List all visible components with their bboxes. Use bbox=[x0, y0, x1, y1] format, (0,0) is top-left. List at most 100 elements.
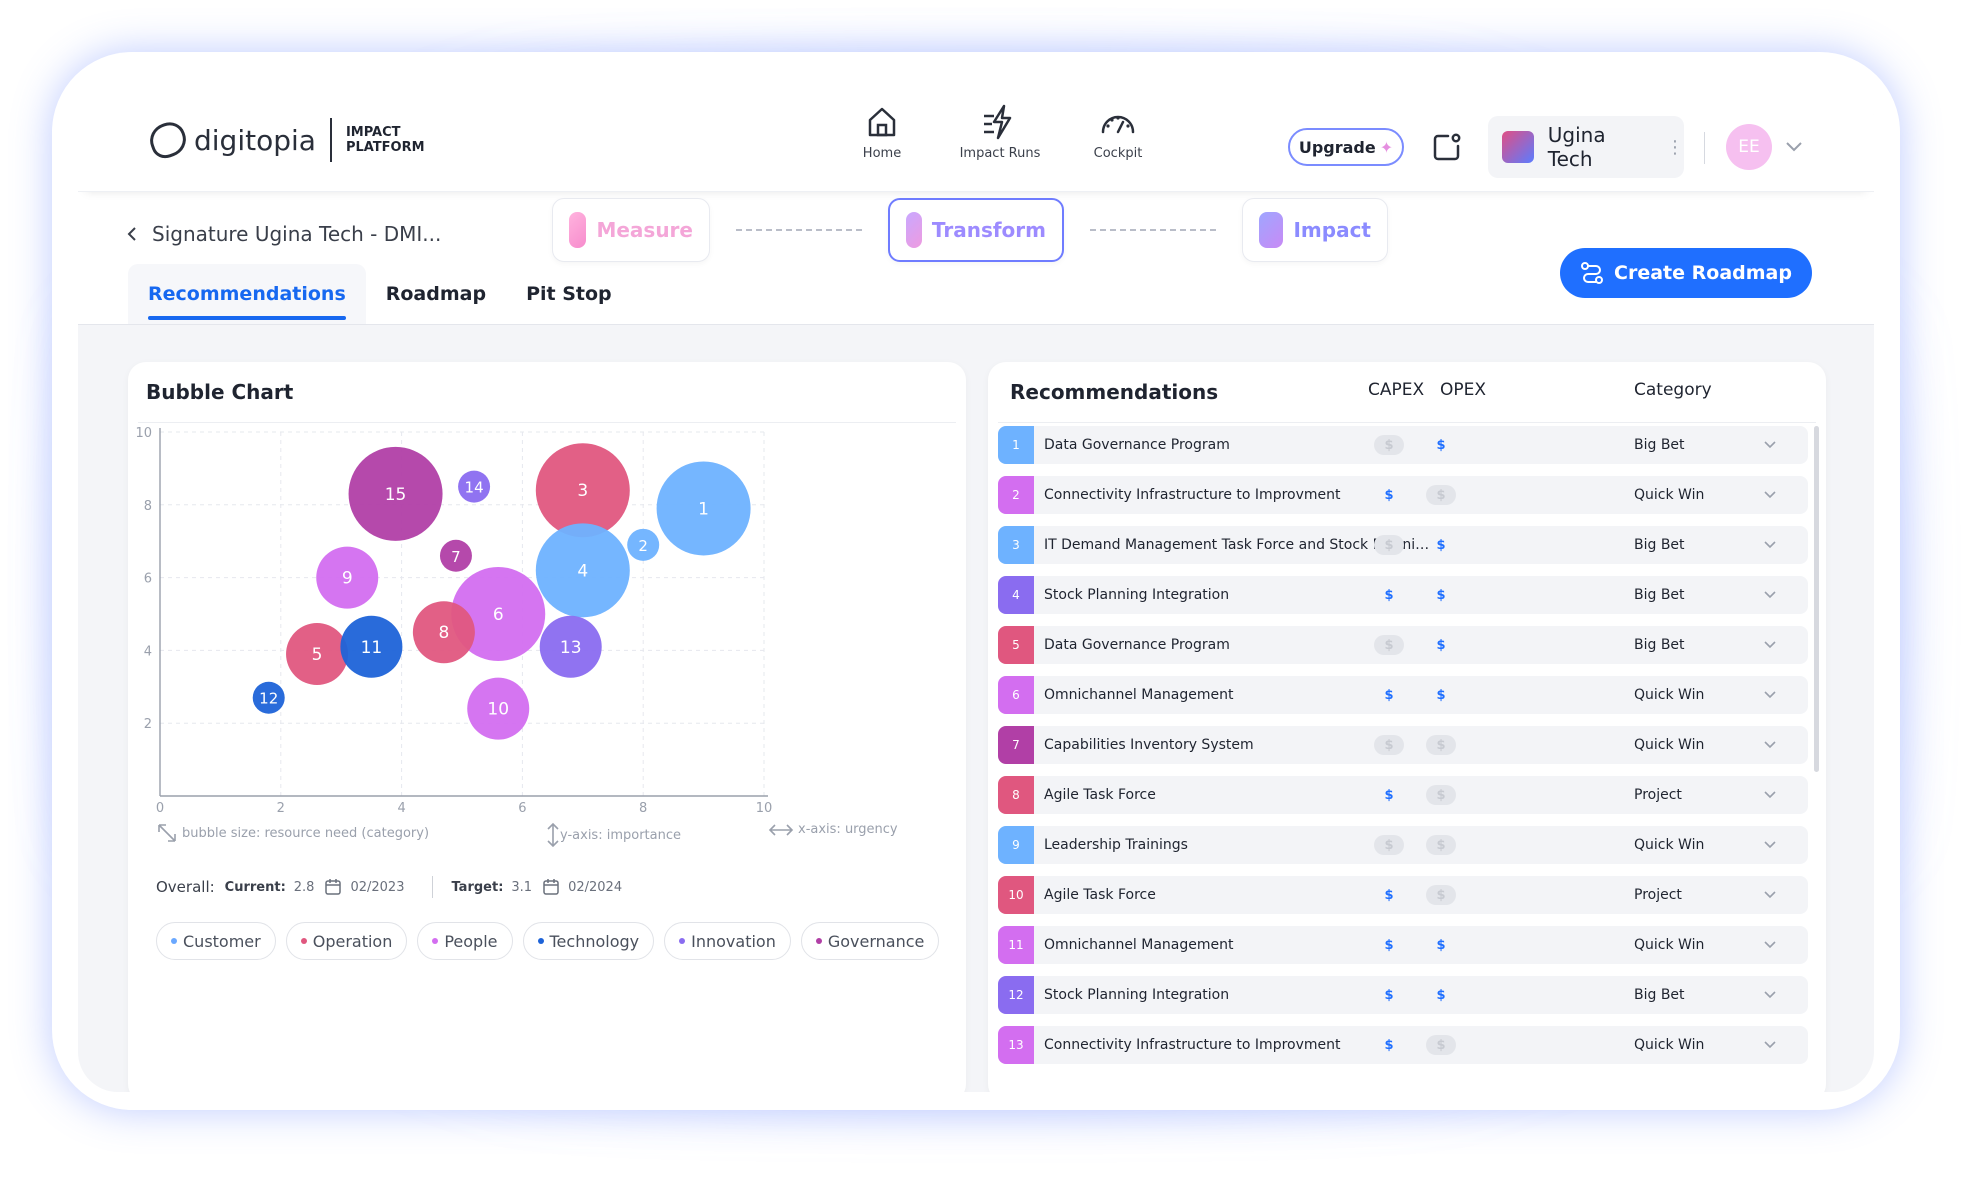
bubble-9[interactable] bbox=[316, 546, 379, 609]
organization-switcher[interactable]: Ugina Tech ⋮ bbox=[1488, 116, 1684, 178]
chevron-down-icon[interactable] bbox=[1762, 837, 1778, 853]
opex-dollar-icon[interactable]: $ bbox=[1436, 687, 1446, 703]
step-transform[interactable]: Transform bbox=[888, 198, 1064, 262]
recommendation-row[interactable]: 6 Omnichannel Management $ $ Quick Win bbox=[998, 676, 1808, 714]
capex-dollar-icon[interactable]: $ bbox=[1384, 587, 1394, 603]
capex-dollar-icon[interactable]: $ bbox=[1374, 435, 1404, 455]
upgrade-button[interactable]: Upgrade ✦ bbox=[1288, 128, 1404, 166]
capex-dollar-icon[interactable]: $ bbox=[1374, 835, 1404, 855]
filter-chip-customer[interactable]: Customer bbox=[156, 922, 276, 960]
opex-dollar-icon[interactable]: $ bbox=[1426, 1035, 1456, 1055]
opex-dollar-icon[interactable]: $ bbox=[1426, 885, 1456, 905]
filter-chip-technology[interactable]: Technology bbox=[522, 922, 655, 960]
capex-dollar-icon[interactable]: $ bbox=[1384, 887, 1394, 903]
capex-dollar-icon[interactable]: $ bbox=[1384, 1037, 1394, 1053]
recommendation-row[interactable]: 12 Stock Planning Integration $ $ Big Bet bbox=[998, 976, 1808, 1014]
bubble-3[interactable] bbox=[535, 443, 630, 538]
bubble-14[interactable] bbox=[458, 470, 491, 503]
chevron-down-icon[interactable] bbox=[1762, 937, 1778, 953]
scrollbar[interactable] bbox=[1814, 426, 1819, 772]
chevron-down-icon[interactable] bbox=[1762, 887, 1778, 903]
tab-pit-stop[interactable]: Pit Stop bbox=[526, 283, 612, 305]
chevron-down-icon[interactable] bbox=[1762, 537, 1778, 553]
recommendation-row[interactable]: 8 Agile Task Force $ $ Project bbox=[998, 776, 1808, 814]
create-roadmap-button[interactable]: Create Roadmap bbox=[1560, 248, 1812, 298]
bubble-1[interactable] bbox=[656, 461, 751, 556]
opex-dollar-icon[interactable]: $ bbox=[1436, 937, 1446, 953]
recommendation-row[interactable]: 5 Data Governance Program $ $ Big Bet bbox=[998, 626, 1808, 664]
opex-dollar-icon[interactable]: $ bbox=[1426, 785, 1456, 805]
opex-dollar-icon[interactable]: $ bbox=[1436, 637, 1446, 653]
bubble-size-hint-label: bubble size: resource need (category) bbox=[182, 825, 430, 841]
upgrade-label: Upgrade bbox=[1298, 137, 1376, 157]
opex-dollar-icon[interactable]: $ bbox=[1436, 537, 1446, 553]
bubble-10[interactable] bbox=[467, 677, 530, 740]
opex-dollar-icon[interactable]: $ bbox=[1426, 835, 1456, 855]
step-impact[interactable]: Impact bbox=[1242, 198, 1388, 262]
bubble-5[interactable] bbox=[286, 623, 349, 686]
create-roadmap-label: Create Roadmap bbox=[1614, 262, 1792, 284]
chevron-down-icon[interactable] bbox=[1762, 987, 1778, 1003]
recommendations-title: Recommendations bbox=[1010, 380, 1219, 404]
recommendation-row[interactable]: 13 Connectivity Infrastructure to Improvm… bbox=[998, 1026, 1808, 1064]
recommendation-row[interactable]: 3 IT Demand Management Task Force and Sto… bbox=[998, 526, 1808, 564]
bubble-6[interactable] bbox=[451, 567, 546, 661]
chevron-down-icon[interactable] bbox=[1784, 136, 1804, 156]
chevron-down-icon[interactable] bbox=[1762, 437, 1778, 453]
opex-dollar-icon[interactable]: $ bbox=[1436, 437, 1446, 453]
capex-dollar-icon[interactable]: $ bbox=[1374, 635, 1404, 655]
chevron-down-icon[interactable] bbox=[1762, 687, 1778, 703]
opex-dollar-icon[interactable]: $ bbox=[1426, 735, 1456, 755]
recommendation-row[interactable]: 7 Capabilities Inventory System $ $ Quick Wi… bbox=[998, 726, 1808, 764]
opex-dollar-icon[interactable]: $ bbox=[1426, 485, 1456, 505]
capex-dollar-icon[interactable]: $ bbox=[1374, 535, 1404, 555]
filter-chip-operation[interactable]: Operation bbox=[285, 922, 408, 960]
back-link[interactable]: Signature Ugina Tech - DMI... bbox=[124, 222, 441, 246]
filter-chip-people[interactable]: People bbox=[417, 922, 513, 960]
y-axis-hint: y-axis: importance bbox=[546, 822, 681, 848]
bubble-11[interactable] bbox=[340, 615, 403, 678]
recommendation-row[interactable]: 4 Stock Planning Integration $ $ Big Bet bbox=[998, 576, 1808, 614]
chevron-down-icon[interactable] bbox=[1762, 637, 1778, 653]
capex-dollar-icon[interactable]: $ bbox=[1374, 735, 1404, 755]
recommendation-row[interactable]: 9 Leadership Trainings $ $ Quick Win bbox=[998, 826, 1808, 864]
capex-dollar-icon[interactable]: $ bbox=[1384, 987, 1394, 1003]
recommendation-row[interactable]: 10 Agile Task Force $ $ Project bbox=[998, 876, 1808, 914]
recommendation-row[interactable]: 1 Data Governance Program $ $ Big Bet bbox=[998, 426, 1808, 464]
nav-cockpit[interactable]: Cockpit bbox=[1074, 102, 1162, 161]
more-vertical-icon[interactable]: ⋮ bbox=[1666, 136, 1684, 158]
chevron-down-icon[interactable] bbox=[1762, 1037, 1778, 1053]
bubble-8[interactable] bbox=[412, 601, 475, 664]
chevron-down-icon[interactable] bbox=[1762, 587, 1778, 603]
capex-dollar-icon[interactable]: $ bbox=[1384, 687, 1394, 703]
opex-dollar-icon[interactable]: $ bbox=[1436, 987, 1446, 1003]
chevron-down-icon[interactable] bbox=[1762, 737, 1778, 753]
bubble-7[interactable] bbox=[439, 539, 472, 572]
bubble-12[interactable] bbox=[252, 681, 285, 714]
capex-dollar-icon[interactable]: $ bbox=[1384, 937, 1394, 953]
filter-chip-innovation[interactable]: Innovation bbox=[664, 922, 791, 960]
nav-impact-runs[interactable]: Impact Runs bbox=[956, 102, 1044, 161]
bubble-2[interactable] bbox=[627, 528, 660, 561]
opex-dollar-icon[interactable]: $ bbox=[1436, 587, 1446, 603]
bubble-4[interactable] bbox=[535, 523, 630, 618]
chevron-down-icon[interactable] bbox=[1762, 787, 1778, 803]
bubble-13[interactable] bbox=[539, 615, 602, 678]
nav-impact-runs-label: Impact Runs bbox=[959, 146, 1041, 161]
recommendation-row[interactable]: 2 Connectivity Infrastructure to Improvme… bbox=[998, 476, 1808, 514]
capex-dollar-icon[interactable]: $ bbox=[1384, 487, 1394, 503]
notification-icon[interactable] bbox=[1432, 132, 1462, 162]
recommendation-row[interactable]: 11 Omnichannel Management $ $ Quick Win bbox=[998, 926, 1808, 964]
step-measure[interactable]: Measure bbox=[552, 198, 710, 262]
recommendation-category: Big Bet bbox=[1634, 537, 1685, 553]
capex-dollar-icon[interactable]: $ bbox=[1384, 787, 1394, 803]
chevron-down-icon[interactable] bbox=[1762, 487, 1778, 503]
bubble-15[interactable] bbox=[348, 446, 443, 541]
user-avatar[interactable]: EE bbox=[1726, 124, 1772, 170]
tab-recommendations[interactable]: Recommendations bbox=[128, 264, 366, 324]
tab-roadmap[interactable]: Roadmap bbox=[385, 283, 487, 305]
nav-home[interactable]: Home bbox=[838, 102, 926, 161]
filter-chip-governance[interactable]: Governance bbox=[800, 922, 940, 960]
brand-logo[interactable]: digitopia IMPACT PLATFORM bbox=[145, 117, 425, 163]
